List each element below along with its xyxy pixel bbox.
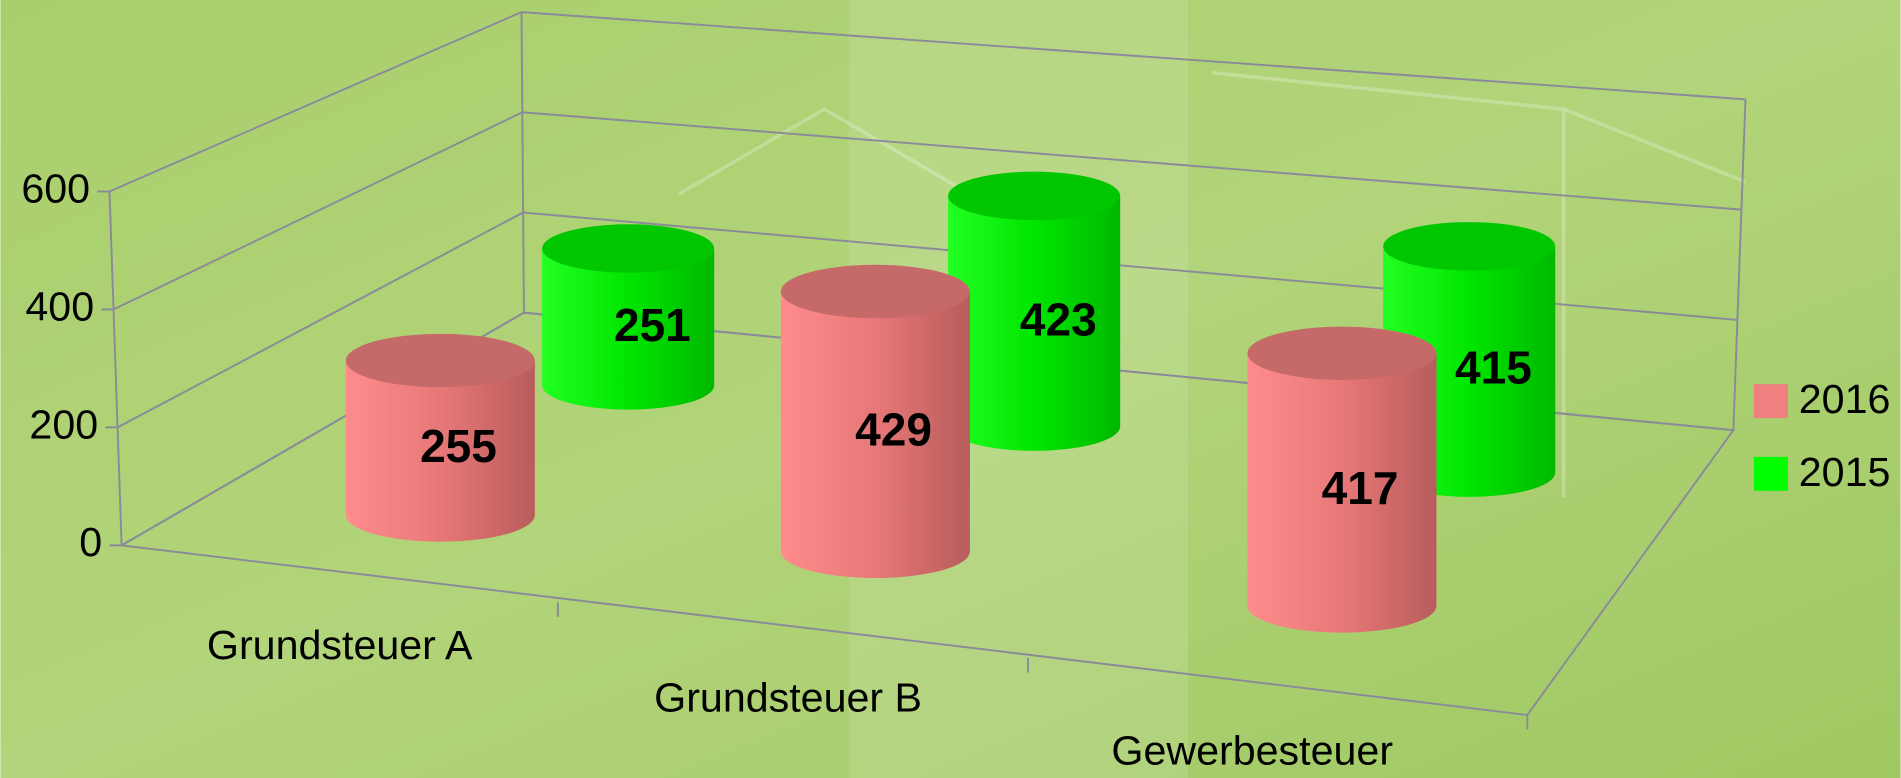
- data-label: 415: [1455, 342, 1532, 394]
- cylinder-top: [1247, 326, 1437, 380]
- cylinder-top: [1383, 222, 1556, 271]
- legend-label: 2015: [1799, 449, 1891, 495]
- cylinder: [345, 333, 535, 542]
- grid-line: [109, 11, 1746, 193]
- cylinder-top: [948, 171, 1121, 221]
- x-tick-label: Grundsteuer A: [207, 622, 473, 668]
- legend-label: 2016: [1799, 376, 1891, 422]
- axis-line: [520, 12, 525, 313]
- cylinder-top: [780, 264, 970, 319]
- cylinder: [780, 264, 970, 579]
- cylinder: [542, 224, 715, 410]
- axis-line: [108, 191, 123, 546]
- cylinder-body: [780, 291, 970, 579]
- cylinder-top: [345, 333, 535, 388]
- grid-line: [113, 111, 1742, 311]
- cylinder: [948, 171, 1121, 451]
- cylinder-body: [1247, 353, 1437, 633]
- y-tick-label: 600: [21, 165, 90, 211]
- data-label: 417: [1322, 462, 1399, 514]
- cylinder-body: [948, 195, 1121, 451]
- data-label: 255: [420, 420, 497, 472]
- axis-line: [1732, 99, 1747, 431]
- data-label: 429: [855, 404, 932, 456]
- data-label: 251: [614, 299, 691, 351]
- x-tick-label: Grundsteuer B: [654, 674, 922, 720]
- cylinder-top: [542, 224, 715, 273]
- y-tick-label: 400: [25, 283, 94, 329]
- data-label: 423: [1020, 294, 1097, 346]
- grid-line: [117, 211, 1738, 429]
- x-tick-label: Gewerbesteuer: [1111, 728, 1393, 774]
- cylinder-body: [345, 360, 535, 542]
- legend-swatch: [1753, 384, 1788, 419]
- y-tick-label: 0: [79, 519, 102, 565]
- cylinder-body: [542, 248, 715, 410]
- cylinder: [1247, 326, 1437, 633]
- legend-swatch: [1753, 456, 1788, 491]
- y-tick-label: 200: [29, 401, 98, 447]
